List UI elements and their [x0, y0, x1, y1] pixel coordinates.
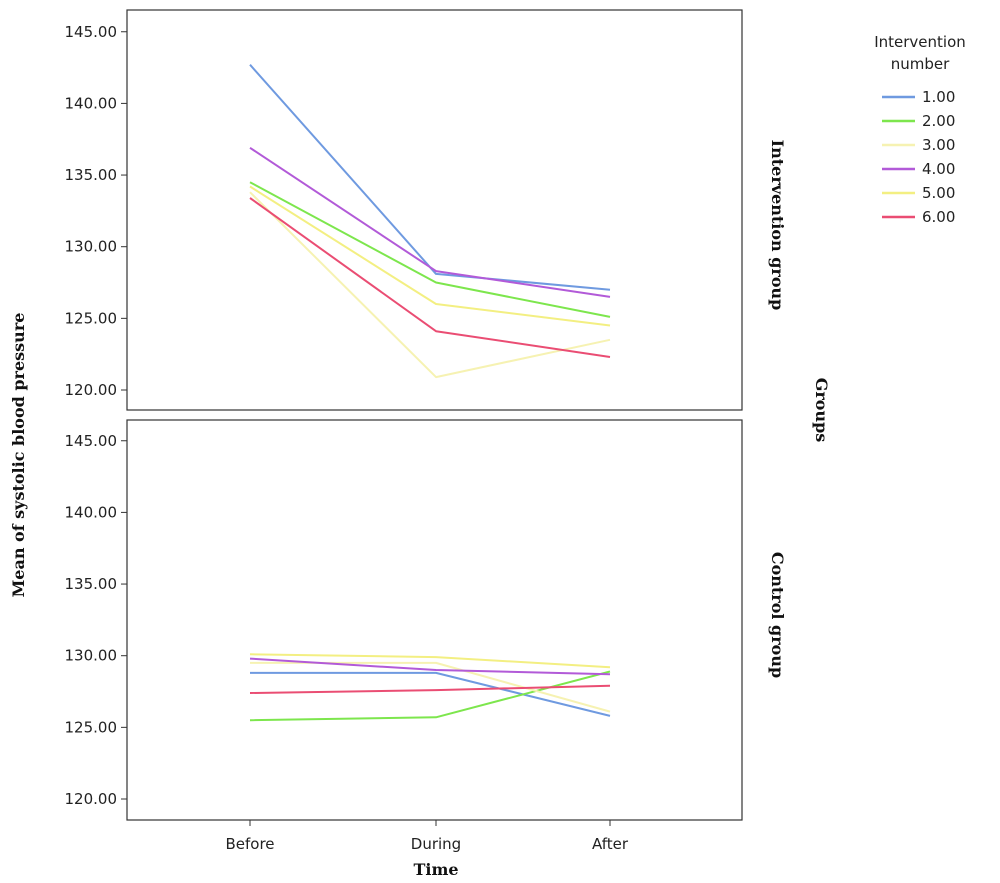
legend-label: 2.00 — [922, 112, 955, 130]
legend-label: 5.00 — [922, 184, 955, 202]
legend-label: 6.00 — [922, 208, 955, 226]
y-tick-label: 125.00 — [65, 309, 118, 327]
x-tick-label: During — [411, 835, 461, 853]
y-tick-label: 130.00 — [65, 238, 118, 256]
y-axis-title: Mean of systolic blood pressure — [9, 313, 28, 598]
x-tick-label: After — [592, 835, 629, 853]
facet-title: Groups — [812, 378, 831, 443]
y-tick-label: 130.00 — [65, 647, 118, 665]
legend-label: 4.00 — [922, 160, 955, 178]
panel-frame — [126, 419, 743, 821]
y-tick-label: 140.00 — [65, 503, 118, 521]
legend-item: 1.00 — [882, 88, 955, 106]
legend-item: 2.00 — [882, 112, 955, 130]
panel-title: Intervention group — [768, 140, 787, 311]
legend-item: 5.00 — [882, 184, 955, 202]
legend-title-line-2: number — [891, 55, 950, 73]
y-tick-label: 140.00 — [65, 94, 118, 112]
legend: 1.00 2.00 3.00 4.00 5.00 6.00 — [882, 88, 955, 226]
legend-item: 6.00 — [882, 208, 955, 226]
y-tick-label: 125.00 — [65, 718, 118, 736]
y-tick-label: 120.00 — [65, 381, 118, 399]
legend-label: 3.00 — [922, 136, 955, 154]
panel-frame — [126, 9, 743, 411]
plot-layer: 120.00 125.00 130.00 135.00 140.00 145.00 Inte… — [65, 9, 787, 853]
panel-1: 120.00 125.00 130.00 135.00 140.00 145.00 Inte… — [65, 9, 787, 411]
y-tick-label: 135.00 — [65, 575, 118, 593]
legend-item: 4.00 — [882, 160, 955, 178]
legend-title-line-1: Intervention — [874, 33, 966, 51]
y-tick-label: 145.00 — [65, 23, 118, 41]
y-tick-label: 135.00 — [65, 166, 118, 184]
x-axis-title: Time — [413, 860, 458, 879]
legend-item: 3.00 — [882, 136, 955, 154]
x-tick-label: Before — [225, 835, 274, 853]
y-tick-label: 145.00 — [65, 432, 118, 450]
panel-2: 120.00 125.00 130.00 135.00 140.00 145.00 Befo… — [65, 419, 787, 853]
panel-title: Control group — [768, 552, 787, 678]
legend-label: 1.00 — [922, 88, 955, 106]
y-tick-label: 120.00 — [65, 790, 118, 808]
